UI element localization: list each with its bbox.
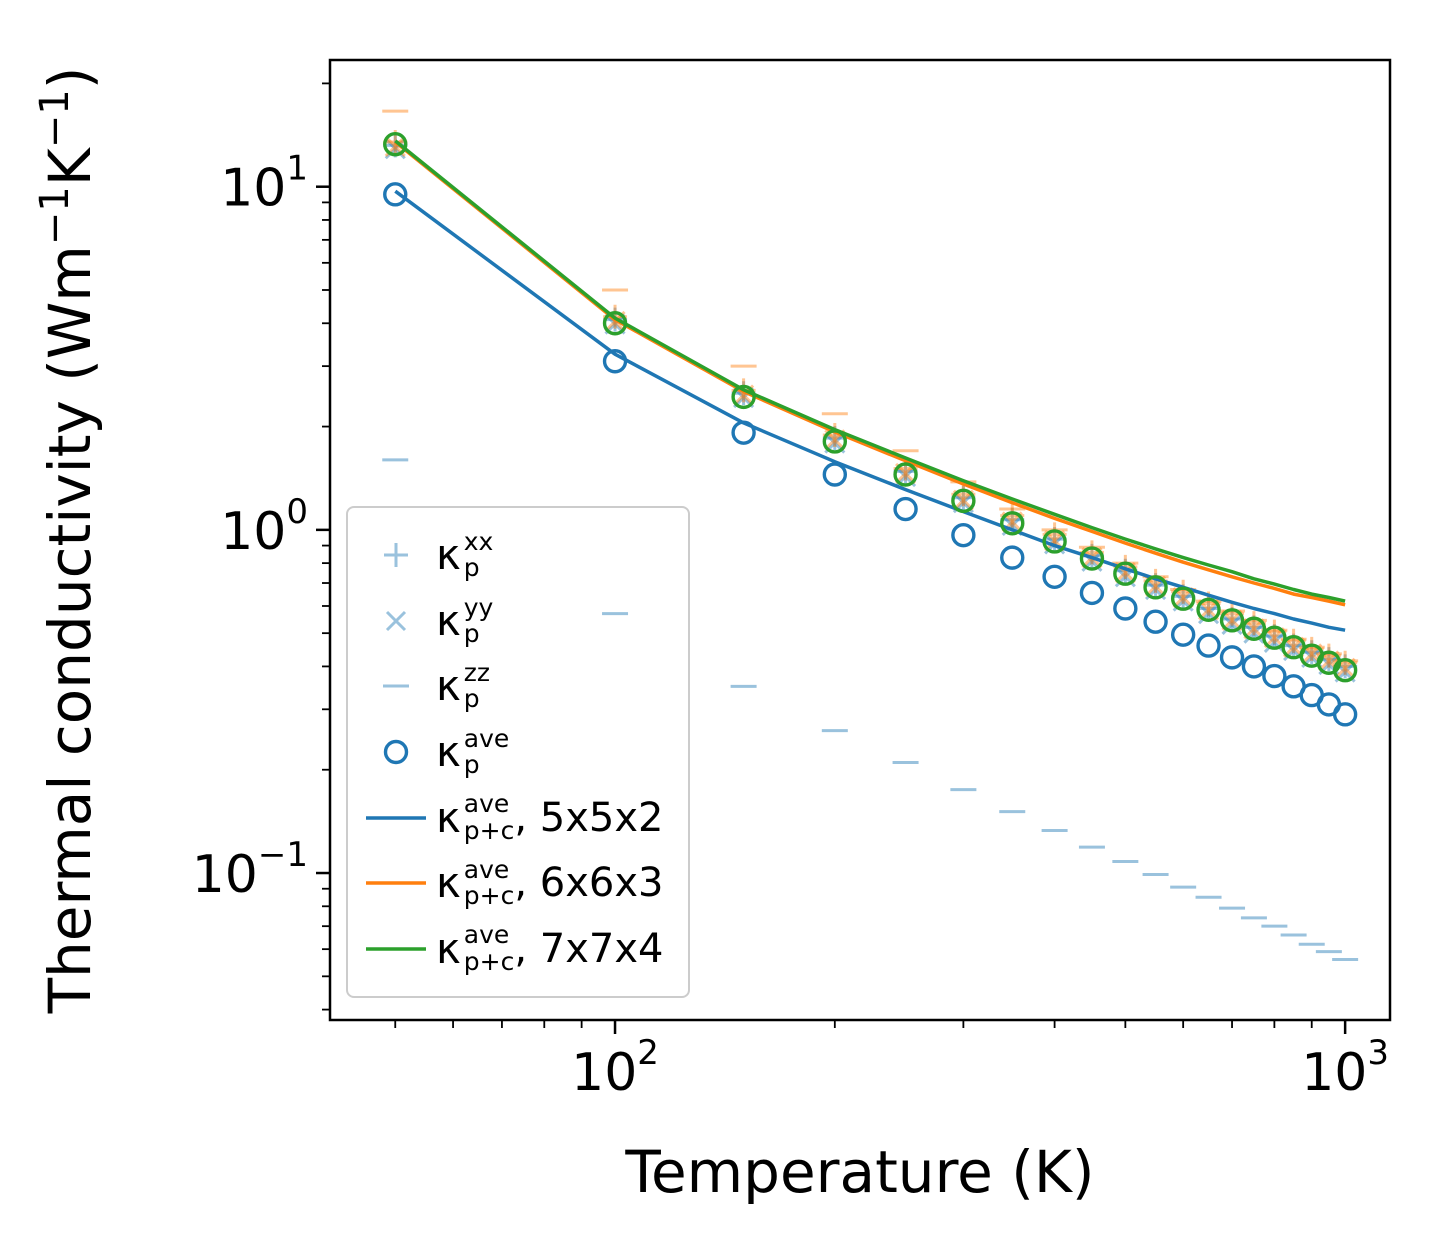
kappa-symbol: κ xyxy=(436,792,461,842)
legend-label: κ ave p xyxy=(436,723,510,779)
legend-item-kappa-p-ave: κ ave p xyxy=(358,723,678,779)
legend-suffix: , 6x6x3 xyxy=(514,860,664,907)
legend-label: κ ave p+c , 7x7x4 xyxy=(436,922,663,975)
series-kappa-p-ave-7x7x4 xyxy=(383,131,1358,683)
kappa-scripts: ave p+c xyxy=(464,791,515,844)
series-kappa-p+c-ave-6x6x3 xyxy=(394,140,1346,607)
legend-item-kappa-p-zz: κ zz p xyxy=(358,658,678,714)
x-tick-label: 102 xyxy=(571,1033,659,1103)
kappa-superscript: zz xyxy=(463,658,491,688)
kappa-superscript: ave xyxy=(463,723,510,753)
legend-suffix: , 7x7x4 xyxy=(514,925,664,972)
y-tick-label: 101 xyxy=(220,149,308,219)
circle-marker-icon xyxy=(383,739,409,765)
kappa-superscript: ave xyxy=(463,854,510,884)
series-kappa-p-zz-5x5x2 xyxy=(382,458,1359,961)
legend-label: κ zz p xyxy=(436,658,491,714)
kappa-symbol: κ xyxy=(436,661,461,711)
legend-label: κ ave p+c , 5x5x2 xyxy=(436,791,663,844)
series-kappa-p-ave-5x5x2 xyxy=(383,182,1358,727)
kappa-scripts: ave p xyxy=(463,723,510,779)
series-kappa-p+c-ave-5x5x2 xyxy=(394,189,1346,632)
hline-marker-icon xyxy=(383,684,409,688)
legend-item-kappa-p-xx: κ xx p xyxy=(358,527,678,583)
kappa-scripts: zz p xyxy=(463,658,491,714)
legend-item-kappa-p-yy: κ yy p xyxy=(358,592,678,648)
kappa-subscript: p xyxy=(463,618,480,648)
kappa-symbol: κ xyxy=(436,530,461,580)
kappa-symbol: κ xyxy=(436,858,461,908)
series-kappa-p-xx-6x6x3 xyxy=(383,129,1358,675)
kappa-superscript: ave xyxy=(463,789,510,819)
kappa-symbol: κ xyxy=(436,923,461,973)
kappa-symbol: κ xyxy=(436,727,461,776)
axis-ticks xyxy=(316,82,1347,1034)
y-axis-label: Thermal conductivity (Wm−1K−1) xyxy=(32,67,104,1015)
blue-line-icon xyxy=(366,815,426,820)
kappa-subscript: p+c xyxy=(463,881,515,911)
kappa-subscript: p xyxy=(463,684,480,714)
kappa-scripts: xx p xyxy=(463,527,494,583)
orange-line-icon xyxy=(366,881,426,885)
legend-suffix: , 5x5x2 xyxy=(514,794,664,841)
legend-item-kappa-pc-6x6x3: κ ave p+c , 6x6x3 xyxy=(358,854,678,911)
legend: κ xx p κ yy p xyxy=(346,506,690,998)
kappa-subscript: p xyxy=(463,750,480,779)
y-tick-label: 10−1 xyxy=(192,835,308,905)
kappa-subscript: p+c xyxy=(463,815,515,845)
kappa-scripts: ave p+c xyxy=(464,922,515,975)
legend-label: κ ave p+c , 6x6x3 xyxy=(436,854,664,911)
y-tick-label: 100 xyxy=(220,492,308,562)
kappa-scripts: ave p+c xyxy=(463,854,515,911)
kappa-superscript: xx xyxy=(463,527,494,557)
x-axis-label: Temperature (K) xyxy=(624,1138,1094,1206)
legend-label: κ yy p xyxy=(436,592,494,648)
legend-item-kappa-pc-7x7x4: κ ave p+c , 7x7x4 xyxy=(358,922,678,975)
plot-frame xyxy=(328,58,1392,1022)
x-marker-icon xyxy=(385,610,407,631)
series-kappa-p+c-ave-7x7x4 xyxy=(394,139,1346,603)
kappa-superscript: yy xyxy=(463,592,494,622)
kappa-scripts: yy p xyxy=(463,592,494,648)
plus-marker-icon xyxy=(384,543,408,568)
legend-label: κ xx p xyxy=(436,527,494,583)
legend-item-kappa-pc-5x5x2: κ ave p+c , 5x5x2 xyxy=(358,791,678,844)
kappa-subscript: p xyxy=(463,553,480,583)
kappa-symbol: κ xyxy=(436,595,461,645)
x-tick-label: 103 xyxy=(1301,1033,1389,1103)
kappa-subscript: p+c xyxy=(463,946,515,976)
kappa-superscript: ave xyxy=(463,920,510,950)
green-line-icon xyxy=(366,946,426,951)
